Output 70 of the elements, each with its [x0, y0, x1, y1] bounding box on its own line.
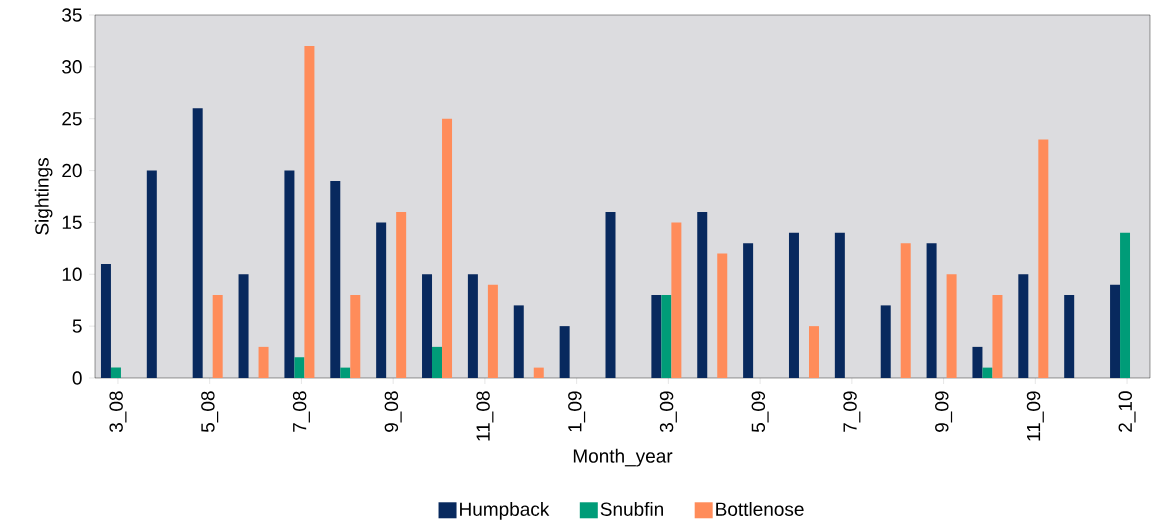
x-tick-label: 3_08 [109, 391, 127, 433]
x-tick-label: 1_09 [568, 391, 586, 432]
bar [258, 346, 269, 378]
bar [1038, 139, 1049, 378]
bar [396, 212, 407, 378]
bar [1064, 295, 1075, 378]
y-tick-label: 20 [62, 163, 82, 178]
x-tick-label: 7_08 [292, 391, 310, 432]
x-tick-label: 11_08 [476, 391, 494, 441]
bar [294, 357, 305, 378]
bar [513, 305, 524, 378]
bar [192, 108, 203, 378]
bar [834, 232, 845, 378]
y-tick-label: 25 [62, 111, 82, 126]
x-tick-label: 2_10 [1118, 391, 1136, 432]
bar [350, 295, 361, 378]
bar [1018, 274, 1029, 378]
bar [304, 46, 315, 378]
bar [788, 232, 799, 378]
y-tick-label: 0 [72, 371, 82, 385]
bar [422, 274, 433, 378]
y-tick-label: 30 [62, 60, 82, 74]
bar [238, 274, 249, 378]
x-tick-label: 9_08 [384, 391, 402, 432]
bar [1120, 232, 1131, 378]
bar [743, 243, 754, 378]
legend-label: Bottlenose [716, 501, 804, 516]
bar [946, 274, 957, 378]
bar [100, 263, 111, 378]
bar [671, 222, 682, 378]
bar [697, 212, 708, 378]
bar [926, 243, 937, 378]
x-tick-label: 11_09 [1026, 391, 1044, 441]
bar [487, 284, 498, 378]
bar [605, 212, 616, 378]
legend-label: Humpback [460, 501, 550, 520]
bar [900, 243, 911, 378]
bar [982, 367, 993, 378]
x-tick-label: 7_09 [843, 391, 861, 432]
x-tick-label: 9_09 [935, 391, 953, 432]
bar [661, 295, 672, 378]
bar [376, 222, 387, 378]
x-tick-label: 5_08 [201, 391, 219, 433]
bar [442, 118, 453, 378]
x-tick-label: 3_09 [659, 391, 677, 433]
bar [559, 326, 570, 378]
bar [110, 367, 121, 378]
legend-label: Snubfin [600, 501, 663, 516]
bar [992, 295, 1003, 378]
y-tick-label: 10 [62, 267, 82, 282]
bar [1110, 284, 1121, 378]
y-tick-label: 35 [62, 8, 82, 22]
y-tick-label: 5 [72, 319, 82, 333]
bar [432, 346, 443, 378]
x-tick-label: 5_09 [751, 391, 769, 433]
bar [972, 346, 983, 378]
bar [717, 253, 728, 378]
bar [284, 170, 295, 378]
bar [467, 274, 478, 378]
bar [146, 170, 157, 378]
bar [880, 305, 891, 378]
bar [340, 367, 351, 378]
x-axis-title: Month_year [573, 448, 673, 467]
bar [212, 295, 223, 378]
y-tick-label: 15 [62, 215, 82, 230]
bar [651, 295, 662, 378]
bar [533, 367, 544, 378]
bar [330, 180, 341, 378]
y-axis-title: Sightings [34, 158, 53, 235]
bar [808, 326, 819, 378]
